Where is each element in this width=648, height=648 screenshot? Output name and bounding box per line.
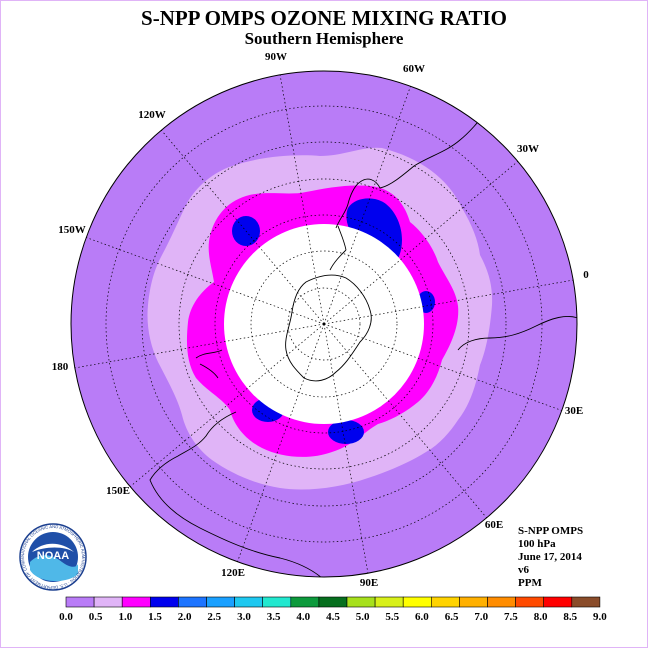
colorbar-tick-label: 6.0 xyxy=(415,611,429,623)
colorbar-swatch xyxy=(121,596,151,608)
colorbar-swatch xyxy=(374,596,404,608)
colorbar-swatch xyxy=(65,596,95,608)
colorbar-swatch xyxy=(93,596,123,608)
info-version: v6 xyxy=(518,564,529,576)
colorbar-swatch xyxy=(150,596,179,608)
longitude-label: 120E xyxy=(221,567,245,579)
info-block: S-NPP OMPS 100 hPa June 17, 2014 v6 PPM xyxy=(518,525,583,590)
coastline-africa xyxy=(457,315,577,351)
colorbar-tick-label: 5.0 xyxy=(356,611,370,623)
map-title: S-NPP OMPS OZONE MIXING RATIO xyxy=(141,6,507,30)
coastline-new-zealand xyxy=(195,349,223,379)
colorbar-swatch xyxy=(487,596,516,608)
colorbar-swatch xyxy=(430,596,460,608)
colorbar-tick-label: 6.5 xyxy=(445,611,459,623)
colorbar: 0.0 0.5 1.0 1.5 2.0 2.5 3.0 3.5 4.0 4.5 5.0 5.5 6.0 6… xyxy=(59,596,607,623)
colorbar-tick-label: 3.0 xyxy=(237,611,251,623)
contour-blue-95e xyxy=(328,420,364,444)
colorbar-swatch xyxy=(178,596,207,608)
colorbar-tick-label: 4.0 xyxy=(296,611,310,623)
longitude-label: 0 xyxy=(583,269,589,281)
longitude-label: 60E xyxy=(485,519,503,531)
info-units: PPM xyxy=(518,577,542,589)
longitude-label: 60W xyxy=(403,63,425,75)
colorbar-tick-label: 8.0 xyxy=(534,611,548,623)
info-level: 100 hPa xyxy=(518,538,556,550)
colorbar-swatch xyxy=(262,596,292,608)
noaa-logo-text: NOAA xyxy=(37,550,69,562)
colorbar-swatch xyxy=(459,596,488,608)
colorbar-swatch xyxy=(571,596,601,608)
longitude-label: 120W xyxy=(138,109,166,121)
colorbar-tick-label: 2.0 xyxy=(178,611,192,623)
south-pole-dot xyxy=(322,322,326,326)
colorbar-swatch xyxy=(402,596,432,608)
map-boundary xyxy=(70,70,578,578)
map-subtitle: Southern Hemisphere xyxy=(244,29,404,48)
info-instrument: S-NPP OMPS xyxy=(518,525,584,537)
colorbar-swatch xyxy=(346,596,376,608)
colorbar-swatch xyxy=(290,596,320,608)
colorbar-tick-label: 8.5 xyxy=(563,611,577,623)
longitude-label: 150W xyxy=(58,224,86,236)
colorbar-tick-label: 0.0 xyxy=(59,611,73,623)
coastline-south-america xyxy=(335,111,487,229)
colorbar-tick-label: 2.5 xyxy=(207,611,221,623)
longitude-label: 30E xyxy=(565,405,583,417)
colorbar-swatch xyxy=(515,596,544,608)
longitude-label: 150E xyxy=(106,485,130,497)
longitude-label: 30W xyxy=(517,143,539,155)
colorbar-tick-label: 9.0 xyxy=(593,611,607,623)
colorbar-tick-label: 3.5 xyxy=(267,611,281,623)
graticule xyxy=(74,74,574,574)
noaa-logo: NOAA NATIONAL OCEANIC AND ATMOSPHERIC AD… xyxy=(16,518,88,592)
colorbar-tick-label: 4.5 xyxy=(326,611,340,623)
colorbar-tick-label: 1.5 xyxy=(148,611,162,623)
info-date: June 17, 2014 xyxy=(518,551,582,563)
longitude-label: 90E xyxy=(360,577,378,589)
colorbar-swatch xyxy=(206,596,235,608)
coastline-australia xyxy=(149,411,323,577)
colorbar-tick-label: 7.0 xyxy=(474,611,488,623)
colorbar-swatch xyxy=(543,596,573,608)
colorbar-swatch xyxy=(234,596,264,608)
longitude-labels: 0 30E 60E 90E 120E 150E 180 150W 120W 90W 60W 30W xyxy=(52,51,590,589)
coastline-antarctica xyxy=(285,225,372,382)
colorbar-tick-label: 5.5 xyxy=(385,611,399,623)
colorbar-tick-label: 0.5 xyxy=(89,611,103,623)
longitude-label: 90W xyxy=(265,51,287,63)
colorbar-tick-label: 7.5 xyxy=(504,611,518,623)
colorbar-tick-label: 1.0 xyxy=(118,611,132,623)
longitude-label: 180 xyxy=(52,361,69,373)
colorbar-swatch xyxy=(318,596,348,608)
